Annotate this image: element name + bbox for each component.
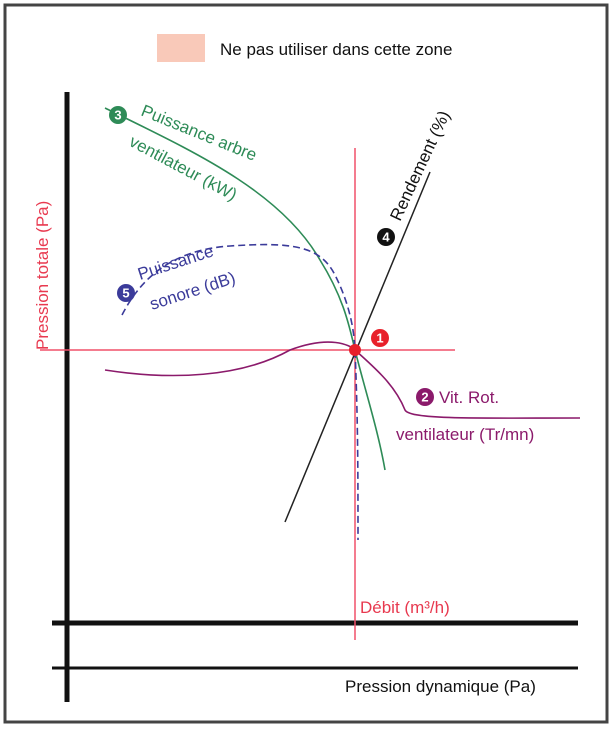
sound-power-curve	[121, 243, 359, 541]
flow-label: Débit (m³/h)	[360, 598, 450, 617]
y-axis-label: Pression totale (Pa)	[33, 201, 52, 350]
badge-number: 2	[421, 390, 428, 405]
speed-label: Vit. Rot.	[439, 388, 499, 407]
badge-number: 4	[382, 230, 390, 245]
dynamic-label: Pression dynamique (Pa)	[345, 677, 536, 696]
operating-point	[349, 344, 361, 356]
speed-label: ventilateur (Tr/mn)	[396, 425, 534, 444]
badge	[377, 228, 395, 246]
shaft-power-curve	[104, 107, 386, 471]
badge	[371, 329, 389, 347]
badge	[117, 284, 135, 302]
badge	[109, 106, 127, 124]
badge-number: 1	[376, 331, 383, 346]
frame	[3, 3, 609, 724]
badge	[416, 388, 434, 406]
badge-number: 5	[122, 286, 129, 301]
legend-label: Ne pas utiliser dans cette zone	[220, 40, 452, 59]
badge-number: 3	[114, 108, 121, 123]
legend-swatch	[157, 34, 205, 62]
